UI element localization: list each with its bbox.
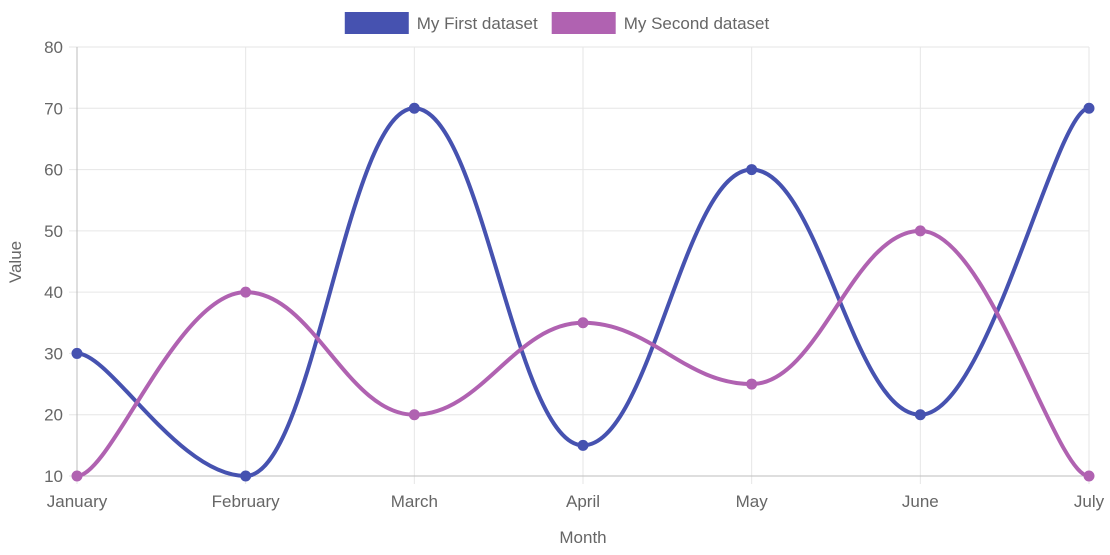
y-tick-label: 50: [44, 222, 63, 241]
data-point[interactable]: [577, 439, 589, 451]
y-axis-title: Value: [6, 241, 25, 283]
legend-swatch: [551, 12, 616, 34]
y-tick-label: 60: [44, 161, 63, 180]
data-point[interactable]: [914, 225, 926, 237]
data-point[interactable]: [746, 378, 758, 390]
x-tick-label: May: [736, 492, 769, 511]
y-tick-label: 10: [44, 467, 63, 486]
legend-label: My Second dataset: [624, 14, 770, 33]
data-point[interactable]: [408, 102, 420, 114]
y-tick-label: 40: [44, 283, 63, 302]
y-tick-label: 30: [44, 344, 63, 363]
legend-item-1[interactable]: My First dataset: [344, 12, 538, 34]
data-point[interactable]: [240, 286, 252, 298]
data-point[interactable]: [1083, 470, 1095, 482]
x-tick-label: February: [212, 492, 281, 511]
data-point[interactable]: [71, 470, 83, 482]
data-point[interactable]: [71, 347, 83, 359]
legend-item-2[interactable]: My Second dataset: [551, 12, 770, 34]
y-tick-label: 80: [44, 38, 63, 57]
x-tick-label: June: [902, 492, 939, 511]
x-tick-label: March: [391, 492, 438, 511]
data-point[interactable]: [746, 164, 758, 176]
data-point[interactable]: [914, 409, 926, 421]
x-tick-label: January: [47, 492, 108, 511]
x-tick-label: July: [1074, 492, 1105, 511]
series-1: [71, 102, 1095, 482]
data-point[interactable]: [577, 317, 589, 329]
data-point[interactable]: [408, 409, 420, 421]
grid: [69, 46, 1090, 484]
series-group: [71, 102, 1095, 482]
data-point[interactable]: [240, 470, 252, 482]
legend-label: My First dataset: [417, 14, 538, 33]
x-tick-label: April: [566, 492, 600, 511]
legend-swatch: [344, 12, 409, 34]
legend: My First dataset My Second dataset: [344, 12, 770, 34]
data-point[interactable]: [1083, 102, 1095, 114]
x-axis-title: Month: [559, 528, 606, 547]
axes: 10 20 30 40 50 60 70 80 January February March Apri…: [44, 38, 1105, 511]
series-2: [71, 225, 1095, 482]
y-tick-label: 70: [44, 99, 63, 118]
y-tick-label: 20: [44, 406, 63, 425]
